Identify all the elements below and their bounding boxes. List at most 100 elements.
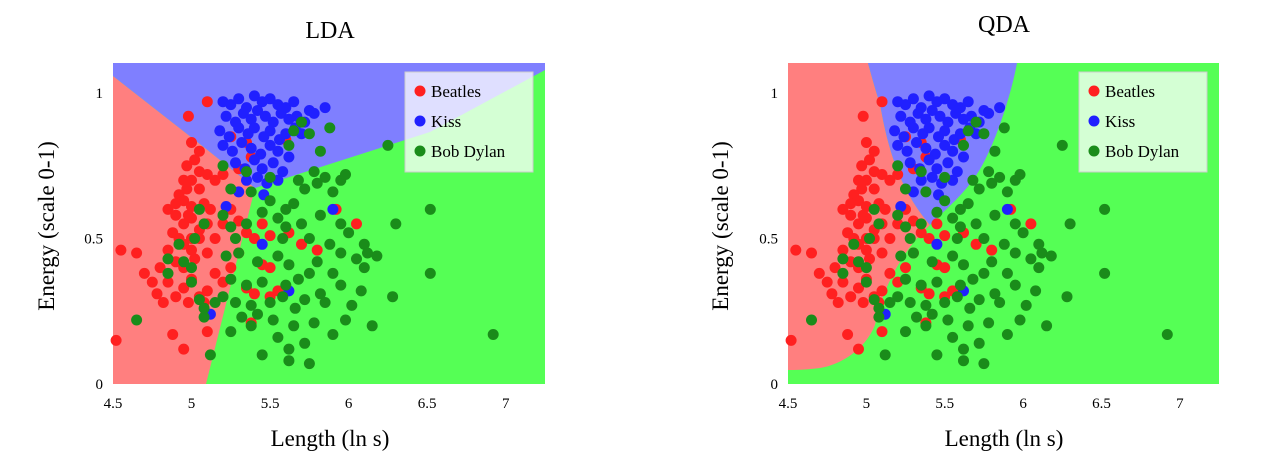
lda-point-bob-dylan: [245, 186, 257, 198]
lda-point-bob-dylan: [209, 297, 221, 308]
qda-point-kiss: [895, 201, 907, 212]
lda-point-bob-dylan: [186, 276, 197, 288]
lda-point-bob-dylan: [178, 256, 190, 268]
qda-point-beatles: [857, 297, 869, 308]
lda-point-kiss: [272, 145, 284, 157]
qda-point-beatles: [785, 334, 797, 346]
qda-y-ticks: 00.51: [759, 86, 778, 393]
lda-point-beatles: [151, 288, 163, 300]
qda-point-kiss: [901, 145, 913, 157]
qda-point-beatles: [829, 262, 841, 274]
qda-point-bob-dylan: [958, 343, 969, 355]
lda-point-bob-dylan: [277, 291, 289, 303]
qda-point-beatles: [842, 329, 854, 340]
qda-point-kiss: [889, 125, 901, 137]
qda-series-bob-dylan: [806, 116, 1173, 370]
qda-point-bob-dylan: [931, 276, 943, 288]
lda-x-tick-label: 6: [345, 396, 353, 412]
lda-x-tick-label: 4.5: [104, 396, 123, 412]
lda-point-bob-dylan: [296, 218, 307, 230]
lda-point-bob-dylan: [272, 250, 284, 262]
qda-point-bob-dylan: [1001, 267, 1013, 279]
qda-x-tick-label: 5: [863, 396, 871, 412]
lda-series-bob-dylan: [131, 116, 499, 370]
lda-y-tick-label: 0.5: [84, 232, 103, 248]
qda-point-kiss: [923, 154, 935, 166]
qda-point-bob-dylan: [879, 349, 891, 361]
lda-point-kiss: [264, 125, 276, 137]
qda-point-bob-dylan: [1017, 227, 1029, 239]
lda-point-beatles: [178, 218, 190, 230]
qda-point-bob-dylan: [904, 233, 916, 244]
lda-panel: LDA Length (ln s) Energy (scale 0-1) 4.5…: [34, 18, 545, 451]
qda-x-ticks: 4.5 5 5.5 6 6.5 7: [779, 396, 1184, 412]
lda-point-bob-dylan: [264, 171, 276, 183]
lda-point-bob-dylan: [173, 238, 185, 250]
lda-point-beatles: [296, 238, 307, 250]
lda-point-bob-dylan: [225, 183, 237, 195]
lda-point-beatles: [182, 110, 194, 122]
qda-point-bob-dylan: [892, 291, 904, 303]
qda-point-beatles: [931, 218, 943, 230]
qda-point-beatles: [939, 230, 951, 242]
lda-point-beatles: [167, 329, 179, 340]
qda-point-bob-dylan: [978, 267, 990, 279]
lda-point-kiss: [237, 107, 249, 119]
lda-point-bob-dylan: [220, 250, 232, 262]
qda-point-bob-dylan: [989, 288, 1001, 300]
lda-point-bob-dylan: [335, 247, 347, 259]
qda-point-kiss: [900, 99, 911, 111]
lda-point-beatles: [217, 169, 229, 180]
qda-point-beatles: [923, 288, 935, 300]
lda-point-beatles: [248, 233, 260, 244]
qda-legend-marker-beatles: [1088, 85, 1100, 97]
qda-x-tick-label: 4.5: [779, 396, 798, 412]
lda-point-kiss: [245, 113, 257, 125]
lda-point-bob-dylan: [241, 218, 252, 230]
lda-point-kiss: [308, 107, 320, 119]
lda-point-beatles: [186, 244, 197, 256]
qda-point-beatles: [853, 282, 864, 294]
lda-point-bob-dylan: [225, 326, 237, 338]
lda-point-bob-dylan: [252, 308, 263, 320]
qda-point-beatles: [837, 244, 849, 256]
lda-point-beatles: [115, 244, 127, 256]
lda-point-beatles: [146, 276, 158, 288]
lda-point-bob-dylan: [314, 288, 326, 300]
qda-point-beatles: [892, 169, 904, 180]
lda-point-bob-dylan: [283, 259, 295, 271]
lda-point-kiss: [256, 163, 268, 175]
qda-point-bob-dylan: [951, 291, 963, 303]
lda-point-bob-dylan: [424, 203, 436, 215]
qda-point-bob-dylan: [1020, 299, 1032, 311]
qda-point-bob-dylan: [895, 250, 907, 262]
lda-point-bob-dylan: [327, 267, 339, 279]
qda-point-bob-dylan: [973, 183, 985, 195]
qda-point-bob-dylan: [983, 317, 995, 329]
lda-point-beatles: [182, 209, 194, 221]
lda-point-kiss: [288, 96, 300, 108]
lda-point-bob-dylan: [296, 116, 307, 128]
lda-point-beatles: [138, 267, 150, 279]
lda-point-bob-dylan: [252, 256, 263, 268]
qda-point-bob-dylan: [915, 166, 927, 178]
lda-point-bob-dylan: [241, 166, 252, 178]
lda-region-beatles: [113, 76, 255, 384]
lda-point-bob-dylan: [198, 311, 210, 323]
qda-point-bob-dylan: [939, 195, 951, 207]
lda-point-bob-dylan: [162, 267, 174, 279]
lda-point-bob-dylan: [225, 273, 237, 285]
lda-point-beatles: [264, 262, 276, 274]
qda-point-bob-dylan: [998, 122, 1010, 134]
lda-point-bob-dylan: [346, 299, 358, 311]
lda-point-bob-dylan: [264, 195, 276, 207]
qda-point-bob-dylan: [1041, 320, 1053, 332]
qda-point-bob-dylan: [1014, 169, 1026, 180]
lda-point-bob-dylan: [299, 337, 311, 349]
qda-point-beatles: [884, 267, 896, 279]
lda-legend-label-beatles: Beatles: [431, 82, 481, 101]
qda-point-kiss: [907, 93, 919, 105]
qda-point-bob-dylan: [920, 299, 932, 311]
qda-legend-label-kiss: Kiss: [1105, 112, 1135, 131]
qda-point-beatles: [790, 244, 802, 256]
